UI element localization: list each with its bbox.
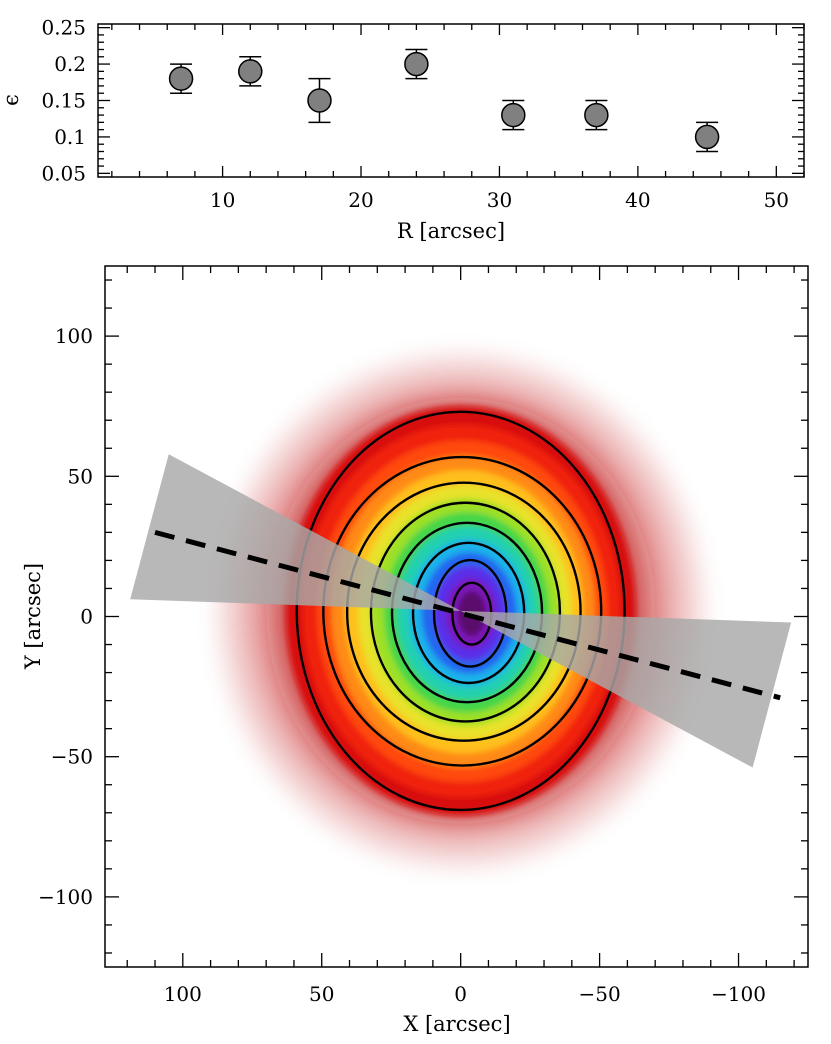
ellipticity-x-label: R [arcsec] bbox=[397, 219, 505, 243]
ellipticity-x-tick-label: 50 bbox=[764, 188, 789, 212]
major-axis-dashed-line bbox=[154, 529, 781, 701]
ellipticity-x-tick-label: 30 bbox=[487, 188, 512, 212]
density-map-x-tick-label: −100 bbox=[711, 982, 766, 1006]
density-map-x-label: X [arcsec] bbox=[403, 1012, 510, 1036]
wedge-sector-east bbox=[130, 454, 461, 611]
density-map-y-tick-label: −50 bbox=[51, 745, 93, 769]
density-map-y-label: Y [arcsec] bbox=[21, 563, 45, 670]
ellipticity-y-tick-label: 0.15 bbox=[41, 89, 86, 113]
ellipticity-data-point bbox=[168, 63, 194, 94]
ellipticity-marker bbox=[404, 51, 429, 77]
isophote-contour bbox=[322, 455, 603, 767]
density-color-levels bbox=[285, 406, 636, 816]
wedge-sector-west bbox=[460, 610, 792, 768]
isophote-contour bbox=[345, 481, 582, 742]
ellipticity-data-point bbox=[307, 77, 332, 124]
ellipticity-data-point bbox=[501, 99, 526, 131]
density-levels bbox=[285, 406, 636, 816]
ellipticity-data-point bbox=[584, 99, 609, 131]
wedge-overlay bbox=[130, 454, 792, 768]
density-map-y-tick-label: 100 bbox=[55, 324, 93, 348]
isophote-contour bbox=[369, 501, 562, 723]
ellipticity-data-point bbox=[694, 121, 720, 153]
ellipticity-data-point bbox=[238, 56, 263, 87]
density-map-plot-area bbox=[130, 352, 792, 869]
density-map-x-tick-label: 0 bbox=[454, 982, 467, 1006]
ellipticity-y-label: ϵ bbox=[0, 94, 23, 106]
ellipticity-panel: 10 20 30 40 500.050.10.150.20.25 R [arcsec] … bbox=[0, 16, 805, 243]
ellipticity-y-tick-label: 0.25 bbox=[41, 16, 86, 40]
ellipticity-y-tick-label: 0.2 bbox=[54, 52, 86, 76]
ellipticity-marker bbox=[584, 102, 609, 128]
ellipticity-marker bbox=[168, 66, 194, 91]
isophote-contour bbox=[390, 521, 544, 704]
density-map-y-tick-label: 50 bbox=[68, 464, 93, 488]
ellipticity-tick-labels: 10 20 30 40 50 0.05 0.1 0.15 0.2 0.25 bbox=[41, 16, 789, 212]
density-map-panel: 100 50 0 −50 −100 100 50 0 −50 −100 X [arcsec] Y … bbox=[21, 265, 809, 1036]
ellipticity-y-tick-label: 0.05 bbox=[41, 161, 86, 185]
density-map-x-tick-label: −50 bbox=[578, 982, 620, 1006]
ellipticity-marker bbox=[501, 102, 526, 128]
ellipticity-marker bbox=[694, 124, 720, 150]
ellipticity-marker bbox=[238, 59, 263, 84]
major-axis-line bbox=[154, 529, 781, 701]
isophote-contour bbox=[411, 541, 526, 685]
isophote-contours bbox=[295, 410, 626, 812]
ellipticity-data-point bbox=[404, 48, 429, 80]
ellipticity-x-tick-label: 10 bbox=[210, 188, 235, 212]
density-map-tick-labels: 100 50 0 −50 −100 100 50 0 −50 −100 bbox=[38, 324, 766, 1006]
density-map-x-tick-label: 50 bbox=[309, 982, 334, 1006]
ellipticity-frame bbox=[97, 23, 805, 178]
density-map-ticks bbox=[105, 266, 808, 967]
ellipticity-plot-area bbox=[168, 48, 720, 153]
ellipticity-x-tick-label: 20 bbox=[348, 188, 373, 212]
ellipticity-x-tick-label: 40 bbox=[625, 188, 650, 212]
density-map-y-tick-label: 0 bbox=[80, 605, 93, 629]
ellipticity-y-tick-label: 0.1 bbox=[54, 125, 86, 149]
ellipticity-marker bbox=[307, 88, 332, 113]
density-map-x-tick-label: 100 bbox=[164, 982, 202, 1006]
isophote-contour bbox=[295, 410, 626, 812]
density-map-y-tick-label: −100 bbox=[38, 885, 93, 909]
ellipticity-ticks bbox=[98, 24, 805, 177]
